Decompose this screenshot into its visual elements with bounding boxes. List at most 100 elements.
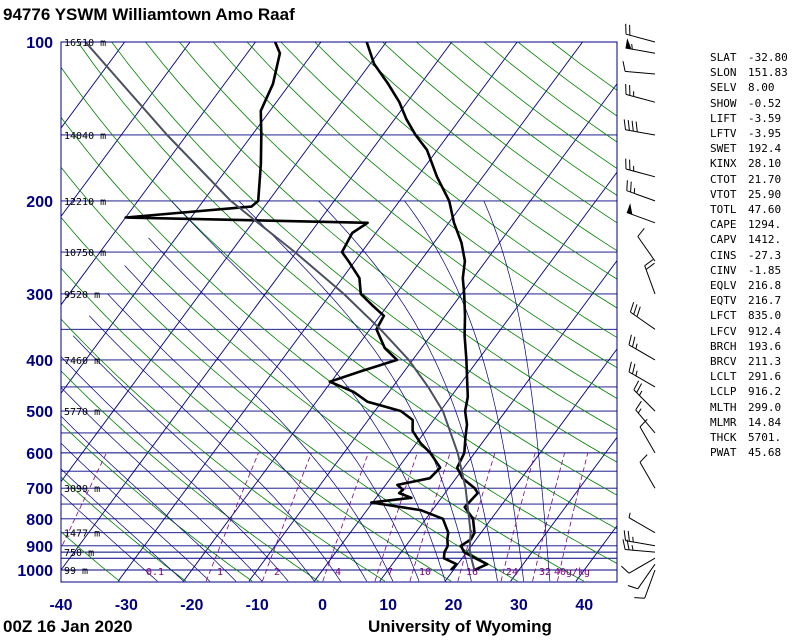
index-row: VTOT 25.90: [710, 187, 788, 202]
index-key: LCLP: [710, 385, 737, 399]
wind-barb-flag: [634, 597, 645, 599]
wind-barb-flag: [627, 585, 638, 590]
index-value: 916.2: [748, 385, 782, 399]
wind-barb-staff: [639, 461, 656, 489]
height-label: 7460 m: [64, 356, 100, 367]
index-key: SWET: [710, 142, 737, 156]
temperature-tick-label: -10: [246, 597, 269, 614]
wind-barb-staff: [625, 549, 656, 553]
wind-barb: [627, 563, 656, 590]
wind-barb-staff: [626, 190, 656, 202]
isotherm-line: [61, 42, 387, 483]
wind-barb: [639, 454, 656, 489]
height-label: 16510 m: [64, 38, 106, 49]
dry-adiabat: [145, 42, 617, 431]
index-value: 1294.: [748, 218, 782, 232]
moist-adiabat: [61, 415, 237, 582]
isotherm-line: [0, 30, 3, 581]
height-label: 5770 m: [64, 407, 100, 418]
moist-adiabat: [124, 265, 394, 582]
index-row: SLON 151.83: [710, 65, 788, 80]
index-row: LCLT 291.6: [710, 369, 788, 384]
index-row: SWET 192.4: [710, 141, 788, 156]
pressure-tick-label: 800: [26, 512, 53, 529]
dry-adiabat: [280, 42, 617, 309]
mixing-ratio-line: [374, 452, 418, 582]
mixing-ratio-line: [205, 452, 259, 582]
wind-barb-flag: [635, 400, 642, 411]
index-value: 5701.: [748, 431, 782, 445]
moist-adiabat: [61, 387, 263, 582]
wind-barb-flag: [627, 530, 630, 542]
wind-barb: [635, 400, 656, 434]
index-value: 47.60: [748, 203, 782, 217]
wind-barb-flag: [632, 336, 636, 348]
wind-barb-flag: [637, 227, 645, 237]
wind-barb-flag: [644, 259, 654, 267]
moist-adiabat: [89, 315, 341, 582]
index-key: VTOT: [710, 187, 737, 201]
wind-barb-staff: [635, 409, 656, 434]
pressure-tick-label: 400: [26, 353, 53, 370]
wind-barb: [634, 569, 656, 599]
wind-barb-staff: [628, 371, 656, 388]
wind-barb-half-flag: [632, 536, 634, 543]
dry-adiabat: [212, 42, 617, 369]
wind-barb-staff: [639, 426, 656, 454]
sounding-profiles: [84, 42, 489, 572]
index-key: CINS: [710, 248, 737, 262]
index-key: BRCV: [710, 355, 737, 369]
index-value: 912.4: [748, 324, 782, 338]
temperature-tick-label: 30: [510, 597, 528, 614]
isotherm-line: [379, 259, 617, 582]
isotherm-line: [61, 42, 191, 218]
isotherm-line: [61, 42, 126, 129]
wind-barb-flag: [623, 119, 626, 130]
height-label: 10750 m: [64, 248, 106, 259]
index-key: PWAT: [710, 446, 737, 460]
height-label: 3099 m: [64, 484, 100, 495]
moist-adiabat: [107, 293, 368, 582]
temperature-tick-label: -40: [49, 597, 72, 614]
temperature-tick-label: 20: [445, 597, 463, 614]
index-value: 193.6: [748, 339, 782, 353]
mixing-ratio-line: [322, 452, 369, 582]
index-value: -32.80: [748, 51, 788, 64]
wind-barb-half-flag: [635, 370, 638, 377]
background-lines: [0, 30, 617, 582]
wind-barb-staff: [625, 129, 656, 136]
wind-barb-staff: [625, 33, 656, 43]
moist-adiabat: [61, 442, 210, 582]
dry-adiabat: [61, 166, 585, 582]
index-value: -1.85: [748, 263, 782, 277]
wind-barb-staff: [625, 93, 656, 103]
index-value: 14.84: [748, 415, 782, 429]
dry-adiabat: [179, 42, 617, 400]
pressure-tick-label: 100: [26, 35, 53, 52]
wind-barb-half-flag: [635, 343, 638, 350]
index-key: MLTH: [710, 400, 737, 414]
wind-barb-half-flag: [638, 390, 643, 396]
pressure-tick-label: 500: [26, 404, 53, 421]
isotherm-line: [117, 42, 518, 582]
pressure-tick-label: 1000: [17, 563, 53, 580]
wind-barb-pennant: [626, 203, 633, 215]
index-key: LFTV: [710, 127, 737, 141]
wind-barb-half-flag: [628, 512, 631, 518]
index-row: CINV -1.85: [710, 263, 788, 278]
index-row: TOTL 47.60: [710, 202, 788, 217]
index-value: 291.6: [748, 370, 782, 384]
dry-adiabat: [111, 42, 617, 463]
mixing-ratio-label: 32: [539, 567, 551, 578]
wind-barb-staff: [644, 569, 656, 599]
index-value: 299.0: [748, 400, 782, 414]
height-label: 99 m: [64, 566, 88, 577]
wind-barb-flag: [636, 306, 641, 317]
index-key: THCK: [710, 431, 737, 445]
wind-barb: [625, 38, 656, 54]
dry-adiabat: [314, 42, 617, 280]
wind-barb: [625, 83, 656, 103]
mixing-ratio-line: [557, 452, 589, 582]
index-row: CINS -27.3: [710, 248, 788, 263]
index-row: LFTV -3.95: [710, 126, 788, 141]
